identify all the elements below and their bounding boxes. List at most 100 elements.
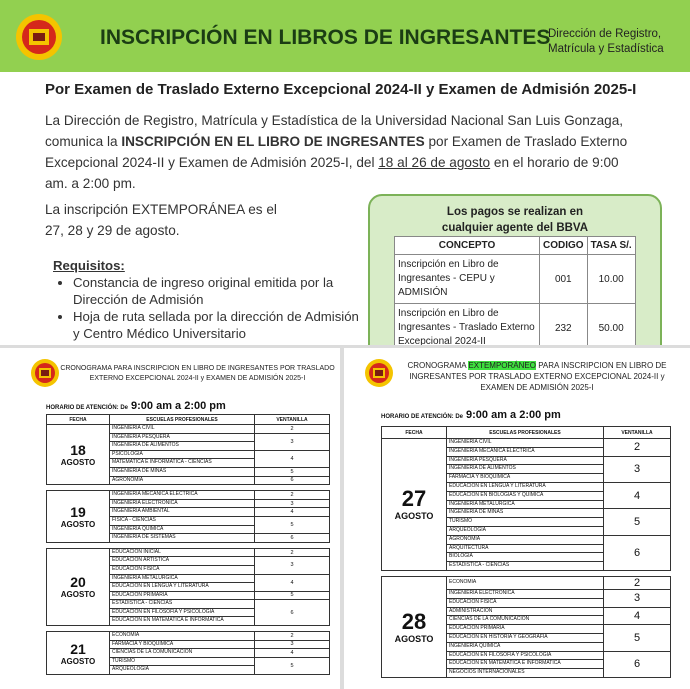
schedule-row: 28 AGOSTO ECONOMIA 2 xyxy=(381,575,671,678)
school: INGENIERIA ELECTRONICA xyxy=(446,588,604,599)
window: 3 xyxy=(603,455,671,483)
schedule-row: 20 AGOSTO EDUCACION INICIAL 2 xyxy=(46,547,330,627)
window: 6 xyxy=(603,650,671,678)
column-header: FECHA xyxy=(381,426,447,439)
school: INGENIERIA AMBIENTAL xyxy=(109,507,255,517)
month: AGOSTO xyxy=(60,519,96,529)
school: EDUCACION PRIMARIA xyxy=(446,624,604,634)
school: EDUCACION FISICA xyxy=(446,597,604,608)
school: INGENIERIA ELECTRONICA xyxy=(109,498,255,509)
logo xyxy=(31,359,59,387)
title-part: CRONOGRAMA PARA INSCRIPCION EN LIBRO DE … xyxy=(60,365,335,382)
window: 3 xyxy=(254,639,330,650)
window: 5 xyxy=(254,515,330,535)
school: INGENIERIA QUIMICA xyxy=(109,524,255,535)
column-header: ESCUELAS PROFESIONALES xyxy=(446,426,604,439)
day-number: 18 xyxy=(70,442,86,459)
school: INGENIERIA DE ALIMENTOS xyxy=(446,464,604,475)
day-number: 27 xyxy=(401,486,427,512)
school: MATEMATICA E INFORMATICA - CIENCIAS xyxy=(109,458,255,468)
school: ADMINISTRACION xyxy=(446,606,604,617)
school: INGENIERIA CIVIL xyxy=(446,438,604,448)
school: EDUCACION EN BIOLOGIAS Y QUIMICA xyxy=(446,490,604,501)
day-number: 19 xyxy=(70,503,86,520)
schedule-row: 21 AGOSTO ECONOMIA 2 xyxy=(46,631,330,676)
title-part: CRONOGRAMA xyxy=(407,361,469,370)
header-row: FECHA ESCUELAS PROFESIONALES VENTANILLA xyxy=(381,426,671,439)
schedule-row: EDUCACION EN MATEMATICA E INFORMATICA xyxy=(47,616,330,627)
window: 4 xyxy=(254,573,330,592)
school: EDUCACION EN LENGUA Y LITERATURA xyxy=(109,582,255,592)
window: 3 xyxy=(254,498,330,509)
window: 4 xyxy=(603,481,671,510)
school: EDUCACION EN MATEMATICA E INFORMATICA xyxy=(446,659,604,670)
school: FISICA - CIENCIAS xyxy=(109,515,255,526)
title-part: PARA INSCRIPCION EN LIBRO DE INGRESANTES… xyxy=(409,361,667,392)
month: AGOSTO xyxy=(60,656,96,666)
window: 2 xyxy=(254,490,330,500)
text: La Dirección de Registro, Matrícula y Es… xyxy=(45,113,624,149)
school: EDUCACION EN FILOSOFIA Y PSICOLOGIA xyxy=(109,607,255,618)
logo xyxy=(365,359,393,387)
schedule-row: INGENIERIA DE SISTEMAS 6 xyxy=(47,533,330,543)
school: INGENIERIA DE MINAS xyxy=(446,508,604,519)
late-registration: La inscripción EXTEMPORÁNEA es el 27, 28… xyxy=(45,202,277,238)
highlight: EXTEMPORÁNEO xyxy=(468,361,536,370)
school: AGRONOMIA xyxy=(109,475,255,486)
school: EDUCACION PRIMARIA xyxy=(109,590,255,601)
school: ARQUITECTURA xyxy=(446,543,604,554)
schedule-row: 19 AGOSTO INGENIERIA MECANICA ELECTRICA 2 xyxy=(46,490,330,543)
school: INGENIERIA DE MINAS xyxy=(109,466,255,477)
school: INGENIERIA CIVIL xyxy=(109,424,255,434)
date-cell: 18 AGOSTO xyxy=(46,423,110,486)
table-cell: 232 xyxy=(539,303,588,345)
table-row: Inscripción en Libro de Ingresantes - Tr… xyxy=(394,303,636,345)
school: CIENCIAS DE LA COMUNICACIÓN xyxy=(446,615,604,626)
month: AGOSTO xyxy=(60,458,96,468)
header-row: FECHA ESCUELAS PROFESIONALES VENTANILLA xyxy=(46,414,330,425)
announcement: La Dirección de Registro, Matrícula y Es… xyxy=(45,110,645,194)
school: INGENIERIA QUIMICA xyxy=(446,641,604,652)
window: 5 xyxy=(254,656,330,676)
office-name: Dirección de Registro, Matrícula y Estadí… xyxy=(548,27,664,57)
column-header: FECHA xyxy=(46,414,110,425)
school: EDUCACION EN FILOSOFIA Y PSICOLOGIA xyxy=(446,650,604,661)
hours: HORARIO DE ATENCIÓN: De 9:00 am a 2:00 pm xyxy=(381,405,561,423)
table-row: Inscripción en Libro de Ingresantes - CE… xyxy=(394,254,636,304)
school: ECONOMIA xyxy=(446,575,604,590)
window: 2 xyxy=(254,547,330,558)
window: 4 xyxy=(254,507,330,517)
school: INGENIERIA MECANICA ELECTRICA xyxy=(446,446,604,457)
table-cell: 001 xyxy=(539,254,588,304)
window: 2 xyxy=(603,575,671,590)
schedule-row: AGRONOMIA 6 xyxy=(47,475,330,486)
month: AGOSTO xyxy=(394,511,434,522)
hours: HORARIO DE ATENCIÓN: De 9:00 am a 2:00 pm xyxy=(46,396,226,414)
day-number: 21 xyxy=(70,640,86,657)
window: 2 xyxy=(603,438,671,457)
office-line: Matrícula y Estadística xyxy=(548,43,664,55)
schedule-title: CRONOGRAMA PARA INSCRIPCION EN LIBRO DE … xyxy=(55,364,340,384)
window: 3 xyxy=(254,432,330,451)
schedule-table: FECHA ESCUELAS PROFESIONALES VENTANILLA 27 A… xyxy=(381,426,671,678)
schedule-title: CRONOGRAMA EXTEMPORÁNEO PARA INSCRIPCION… xyxy=(402,360,672,393)
window: 3 xyxy=(254,556,330,575)
schedule-row: AGRONOMIA 6 xyxy=(382,534,671,571)
window: 3 xyxy=(603,588,671,608)
school: INGENIERIA PESQUERA xyxy=(446,455,604,466)
logo xyxy=(16,14,62,60)
school: BIOLOGIA xyxy=(446,552,604,563)
window: 6 xyxy=(254,533,330,543)
school: TURISMO xyxy=(109,656,255,667)
column-header: TASA S/. xyxy=(586,236,636,255)
school: INGENIERIA METALURGICA xyxy=(446,499,604,510)
header-band xyxy=(0,0,690,72)
column-header: ESCUELAS PROFESIONALES xyxy=(109,414,255,425)
school: FARMACIA Y BIOQUIMICA xyxy=(109,639,255,650)
announcement-poster: INSCRIPCIÓN EN LIBROS DE INGRESANTES Dir… xyxy=(0,0,690,345)
window: 4 xyxy=(254,449,330,468)
schedule-row: ESTADISTICA - CIENCIAS xyxy=(382,561,671,571)
school: ESTADISTICA - CIENCIAS xyxy=(109,599,255,609)
text-underline: 18 al 26 de agosto xyxy=(378,155,491,170)
table-cell: Inscripción en Libro de Ingresantes - Tr… xyxy=(394,303,540,345)
